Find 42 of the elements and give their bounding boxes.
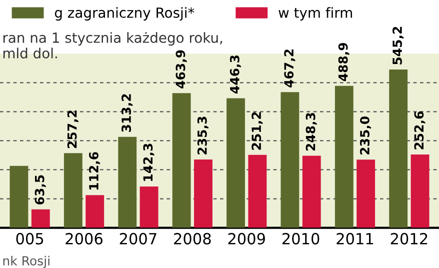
x-tick-label: 005	[16, 232, 44, 244]
data-label: 463,9	[176, 50, 187, 88]
bar	[140, 186, 158, 228]
data-label: 235,3	[197, 116, 208, 154]
bar	[280, 92, 300, 228]
bar	[194, 159, 212, 228]
data-label: 112,6	[89, 152, 100, 190]
data-label: 545,2	[392, 26, 404, 64]
text: nk Rosji	[3, 256, 50, 268]
data-label: 63,5	[34, 175, 46, 204]
bar	[10, 166, 28, 228]
bar	[248, 154, 267, 228]
x-tick-label: 2006	[66, 232, 102, 244]
data-label: 251,2	[252, 112, 263, 150]
x-tick-label: 2012	[390, 232, 428, 244]
bar	[389, 70, 408, 228]
x-tick-label: 2007	[120, 232, 156, 244]
data-label: 467,2	[284, 50, 296, 88]
x-tick-label: 2010	[282, 232, 320, 244]
bar	[356, 160, 376, 228]
data-label: 252,6	[414, 111, 426, 150]
bar	[172, 93, 191, 228]
legend-label: g zagraniczny Rosji*	[54, 7, 194, 21]
data-label: 248,3	[306, 113, 317, 151]
bar	[118, 136, 137, 228]
x-tick-label: 2011	[336, 232, 374, 244]
bar	[410, 154, 430, 228]
x-tick-label: 2008	[174, 232, 211, 244]
bar	[64, 153, 82, 228]
data-label: 488,9	[338, 42, 350, 82]
data-label: 142,3	[143, 144, 154, 181]
bar	[226, 98, 245, 228]
bar	[31, 209, 50, 228]
data-label: 446,3	[230, 56, 241, 94]
x-tick-label: 2009	[228, 232, 265, 244]
bar	[302, 156, 321, 228]
data-label: 313,2	[122, 94, 133, 132]
bar	[334, 86, 354, 228]
data-label: 257,2	[67, 110, 78, 148]
legend-label: w tym firm	[278, 7, 352, 21]
data-label: 235,0	[360, 116, 372, 154]
bar	[86, 195, 104, 228]
